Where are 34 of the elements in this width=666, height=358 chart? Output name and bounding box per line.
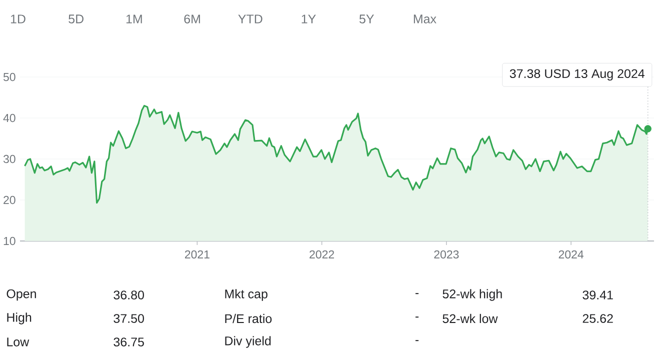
text: 52-wk high [442, 289, 502, 301]
x-tick-label: 2021 [184, 250, 210, 259]
text: P/E ratio [225, 314, 272, 324]
text: 37.50 [114, 314, 144, 323]
text: High [7, 312, 32, 324]
text: 1Y [302, 14, 316, 24]
text: Open [6, 289, 36, 301]
text: - [415, 316, 419, 318]
y-tick-label: 30 [3, 154, 16, 164]
x-tick-label: 2023 [434, 250, 459, 259]
text: 52-wk low [442, 314, 498, 324]
text: 5Y [359, 14, 374, 24]
text: YTD [238, 14, 262, 24]
x-tick-label: 2024 [558, 250, 584, 259]
y-tick-label: 50 [3, 72, 16, 82]
text: 36.75 [114, 338, 144, 346]
y-tick-label: 10 [4, 236, 16, 246]
text: 1M [126, 14, 142, 24]
text: Mkt cap [225, 289, 268, 301]
text: Max [414, 14, 436, 24]
text: 6M [184, 14, 200, 24]
annotation: 37.38 USD 13 Aug 2024 [510, 69, 644, 81]
y-tick-label: 20 [4, 196, 16, 204]
text: - [415, 340, 419, 342]
text: 39.41 [582, 290, 613, 300]
text: 5D [68, 14, 84, 24]
y-tick-label: 40 [3, 114, 16, 122]
text: Low [7, 338, 30, 346]
x-tick-label: 2022 [310, 250, 334, 259]
text: 36.80 [114, 290, 144, 300]
text: 25.62 [582, 314, 613, 323]
text: Div yield [225, 336, 271, 348]
text: 1D [10, 14, 26, 24]
text: - [415, 293, 419, 294]
